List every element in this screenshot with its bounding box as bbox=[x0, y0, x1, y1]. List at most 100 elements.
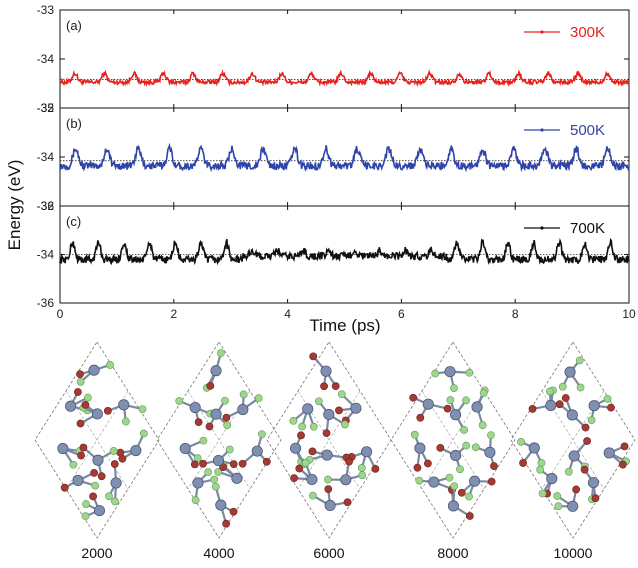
anion-atom bbox=[229, 460, 238, 469]
halide-atom bbox=[221, 396, 229, 405]
anion-atom bbox=[76, 370, 84, 379]
snapshot-label-3: 6000 bbox=[313, 545, 344, 561]
x-tick-label: 2 bbox=[170, 307, 177, 321]
halide-atom bbox=[314, 397, 323, 406]
halide-atom bbox=[340, 420, 349, 429]
metal-atom bbox=[91, 408, 103, 420]
series-line-700K bbox=[59, 237, 630, 266]
halide-atom bbox=[204, 468, 212, 477]
anion-atom bbox=[205, 422, 214, 431]
halide-atom bbox=[223, 421, 232, 430]
anion-atom bbox=[324, 485, 333, 494]
anion-atom bbox=[528, 405, 537, 413]
halide-atom bbox=[83, 393, 92, 402]
y-tick-label: -32 bbox=[37, 101, 55, 115]
anion-atom bbox=[607, 403, 615, 412]
metal-atom bbox=[444, 366, 456, 378]
cell-divider bbox=[541, 390, 605, 490]
anion-atom bbox=[81, 401, 90, 409]
y-tick-label: -35 bbox=[37, 101, 55, 115]
anion-atom bbox=[322, 429, 331, 437]
halide-atom bbox=[456, 465, 464, 474]
anion-atom bbox=[199, 459, 207, 468]
halide-atom bbox=[309, 491, 317, 500]
snapshot-label-2: 4000 bbox=[203, 545, 234, 561]
x-tick-label: 0 bbox=[57, 307, 64, 321]
y-tick-label: -34 bbox=[37, 52, 55, 66]
halide-atom bbox=[462, 441, 471, 450]
metal-atom bbox=[588, 400, 600, 412]
halide-atom bbox=[111, 497, 119, 506]
anion-atom bbox=[290, 474, 298, 483]
x-tick-label: 4 bbox=[284, 307, 291, 321]
halide-atom bbox=[558, 382, 567, 391]
halide-atom bbox=[537, 459, 546, 467]
halide-atom bbox=[298, 422, 307, 431]
structure-snapshot-3 bbox=[266, 341, 392, 539]
metal-atom bbox=[210, 365, 222, 377]
panel-3: -32 -34 -36 (c) 700K bbox=[37, 199, 630, 310]
metal-atom bbox=[546, 473, 558, 485]
halide-atom bbox=[309, 422, 318, 431]
halide-atom bbox=[239, 390, 248, 399]
y-tick-label: -33 bbox=[37, 3, 55, 17]
snapshot-label-4: 8000 bbox=[437, 545, 468, 561]
metal-atom bbox=[65, 400, 77, 412]
anion-atom bbox=[371, 464, 380, 473]
metal-atom bbox=[450, 409, 462, 421]
anion-atom bbox=[555, 400, 564, 409]
metal-atom bbox=[118, 399, 130, 411]
halide-atom bbox=[82, 500, 90, 508]
anion-atom bbox=[297, 431, 305, 440]
metal-atom bbox=[545, 399, 557, 412]
halide-atom bbox=[536, 465, 545, 474]
anion-atom bbox=[116, 448, 125, 457]
metal-atom bbox=[564, 366, 576, 378]
anion-atom bbox=[343, 498, 352, 507]
y-tick-label: -34 bbox=[37, 248, 55, 262]
halide-atom bbox=[337, 390, 346, 399]
metal-atom bbox=[428, 476, 440, 488]
halide-atom bbox=[289, 417, 298, 425]
structure-snapshot-5 bbox=[510, 341, 636, 539]
legend-label: 700K bbox=[570, 220, 605, 237]
structure-snapshots bbox=[34, 341, 636, 539]
halide-atom bbox=[139, 429, 148, 438]
anion-atom bbox=[73, 388, 82, 396]
anion-atom bbox=[416, 413, 425, 422]
cell-divider bbox=[65, 390, 129, 490]
halide-atom bbox=[216, 349, 225, 358]
halide-atom bbox=[576, 383, 585, 392]
metal-atom bbox=[57, 442, 69, 455]
unit-cell-outline bbox=[266, 341, 392, 539]
anion-atom bbox=[76, 419, 85, 428]
halide-atom bbox=[138, 405, 147, 414]
anion-atom bbox=[194, 418, 203, 427]
snapshot-label-5: 10000 bbox=[554, 545, 593, 561]
halide-atom bbox=[465, 492, 473, 501]
cell-divider bbox=[421, 390, 485, 490]
anion-atom bbox=[409, 393, 418, 402]
halide-atom bbox=[301, 459, 310, 467]
metal-atom bbox=[324, 499, 336, 512]
panel-label: (c) bbox=[66, 214, 81, 229]
metal-atom bbox=[566, 409, 578, 421]
halide-atom bbox=[545, 387, 554, 396]
legend-label: 300K bbox=[570, 24, 605, 41]
halide-atom bbox=[446, 396, 455, 404]
anion-atom bbox=[331, 382, 340, 391]
anion-atom bbox=[90, 468, 99, 477]
anion-atom bbox=[620, 442, 629, 451]
metal-atom bbox=[360, 446, 373, 458]
metal-atom bbox=[88, 364, 100, 376]
metal-atom bbox=[321, 449, 333, 461]
halide-atom bbox=[199, 436, 208, 445]
anion-atom bbox=[238, 459, 247, 468]
metal-atom bbox=[212, 455, 225, 467]
halide-atom bbox=[91, 481, 100, 490]
anion-atom bbox=[519, 459, 527, 467]
anion-atom bbox=[457, 488, 466, 497]
anion-atom bbox=[60, 483, 69, 492]
halide-atom bbox=[431, 369, 440, 378]
halide-atom bbox=[81, 512, 90, 521]
